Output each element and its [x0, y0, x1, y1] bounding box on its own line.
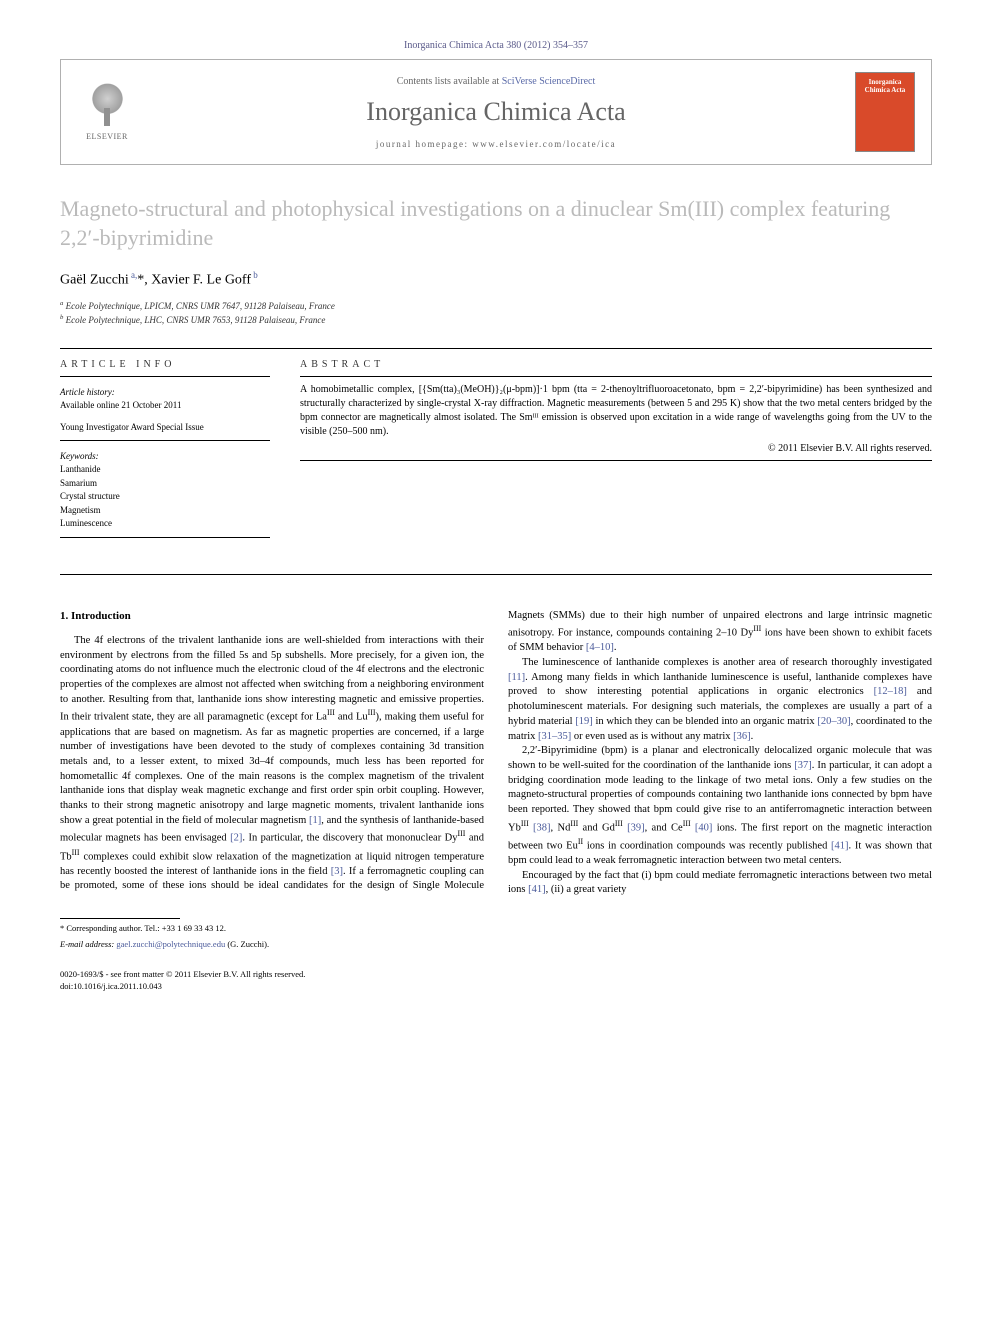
article-title: Magneto-structural and photophysical inv…	[60, 195, 932, 252]
contents-prefix: Contents lists available at	[397, 76, 502, 87]
abstract-hr-2	[300, 460, 932, 461]
info-hr-3	[60, 537, 270, 538]
keyword: Magnetism	[60, 504, 270, 518]
info-hr-2	[60, 440, 270, 441]
abstract-column: ABSTRACT A homobimetallic complex, [{Sm(…	[300, 359, 932, 544]
author-1[interactable]: Gaël Zucchi	[60, 273, 129, 288]
elsevier-tree-icon	[85, 83, 130, 128]
email-link[interactable]: gael.zucchi@polytechnique.edu	[116, 939, 225, 949]
doi-block: 0020-1693/$ - see front matter © 2011 El…	[60, 969, 932, 993]
journal-cover-thumbnail[interactable]: Inorganica Chimica Acta	[855, 72, 915, 152]
ref-1[interactable]: [1]	[309, 815, 321, 826]
ref-20-30[interactable]: [20–30]	[817, 716, 850, 727]
email-note: E-mail address: gael.zucchi@polytechniqu…	[60, 939, 932, 951]
ref-39[interactable]: [39]	[627, 822, 645, 833]
author-2[interactable]: Xavier F. Le Goff	[151, 273, 251, 288]
ref-4-10[interactable]: [4–10]	[586, 642, 614, 653]
ref-40[interactable]: [40]	[695, 822, 713, 833]
ref-2[interactable]: [2]	[230, 833, 242, 844]
authors: Gaël Zucchi a,*, Xavier F. Le Goff b	[60, 270, 932, 289]
header-center: Contents lists available at SciVerse Sci…	[137, 76, 855, 149]
doi: doi:10.1016/j.ica.2011.10.043	[60, 981, 932, 993]
info-heading: ARTICLE INFO	[60, 359, 270, 370]
para-2: The luminescence of lanthanide complexes…	[508, 656, 932, 744]
journal-reference: Inorganica Chimica Acta 380 (2012) 354–3…	[60, 40, 932, 51]
ref-41b[interactable]: [41]	[528, 884, 546, 895]
ref-12-18[interactable]: [12–18]	[874, 686, 907, 697]
para-3: 2,2′-Bipyrimidine (bpm) is a planar and …	[508, 744, 932, 869]
ref-3[interactable]: [3]	[331, 866, 343, 877]
journal-name: Inorganica Chimica Acta	[137, 97, 855, 127]
divider-top	[60, 348, 932, 349]
elsevier-label: ELSEVIER	[86, 132, 128, 141]
corresponding-author-note: * Corresponding author. Tel.: +33 1 69 3…	[60, 923, 932, 935]
affiliations: a Ecole Polytechnique, LPICM, CNRS UMR 7…	[60, 299, 932, 328]
abstract-copyright: © 2011 Elsevier B.V. All rights reserved…	[300, 443, 932, 454]
ref-19[interactable]: [19]	[575, 716, 593, 727]
author-2-aff: b	[251, 270, 258, 280]
homepage-line: journal homepage: www.elsevier.com/locat…	[137, 139, 855, 149]
divider-bottom	[60, 574, 932, 575]
elsevier-logo[interactable]: ELSEVIER	[77, 77, 137, 147]
sciencedirect-link[interactable]: SciVerse ScienceDirect	[502, 76, 596, 87]
info-hr-1	[60, 376, 270, 377]
body-text: 1. Introduction The 4f electrons of the …	[60, 609, 932, 899]
ref-38[interactable]: [38]	[533, 822, 551, 833]
homepage-url[interactable]: www.elsevier.com/locate/ica	[472, 139, 616, 149]
cover-text-2: Chimica Acta	[865, 87, 906, 95]
ref-36[interactable]: [36]	[733, 731, 751, 742]
homepage-prefix: journal homepage:	[376, 139, 472, 149]
abstract-heading: ABSTRACT	[300, 359, 932, 370]
email-suffix: (G. Zucchi).	[227, 939, 269, 949]
email-label: E-mail address:	[60, 939, 114, 949]
info-abstract-row: ARTICLE INFO Article history: Available …	[60, 359, 932, 544]
keywords-list: Lanthanide Samarium Crystal structure Ma…	[60, 463, 270, 531]
issue-note: Young Investigator Award Special Issue	[60, 421, 270, 434]
history-text: Available online 21 October 2011	[60, 399, 270, 412]
article-info: ARTICLE INFO Article history: Available …	[60, 359, 270, 544]
section-1-heading: 1. Introduction	[60, 609, 484, 624]
ref-31-35[interactable]: [31–35]	[538, 731, 571, 742]
footnote-separator	[60, 918, 180, 919]
keywords-label: Keywords:	[60, 451, 270, 461]
contents-line: Contents lists available at SciVerse Sci…	[137, 76, 855, 87]
ref-41[interactable]: [41]	[831, 840, 849, 851]
affiliation-b: b Ecole Polytechnique, LHC, CNRS UMR 765…	[60, 313, 932, 328]
ref-11[interactable]: [11]	[508, 672, 525, 683]
keyword: Crystal structure	[60, 490, 270, 504]
ref-37[interactable]: [37]	[794, 760, 812, 771]
para-4: Encouraged by the fact that (i) bpm coul…	[508, 869, 932, 898]
keyword: Lanthanide	[60, 463, 270, 477]
history-label: Article history:	[60, 387, 270, 397]
corr-marker: *	[137, 273, 144, 288]
abstract-text: A homobimetallic complex, [{Sm(tta)₃(MeO…	[300, 383, 932, 439]
front-matter: 0020-1693/$ - see front matter © 2011 El…	[60, 969, 932, 981]
abstract-hr-1	[300, 376, 932, 377]
keyword: Samarium	[60, 477, 270, 491]
journal-header: ELSEVIER Contents lists available at Sci…	[60, 59, 932, 165]
affiliation-a: a Ecole Polytechnique, LPICM, CNRS UMR 7…	[60, 299, 932, 314]
keyword: Luminescence	[60, 517, 270, 531]
